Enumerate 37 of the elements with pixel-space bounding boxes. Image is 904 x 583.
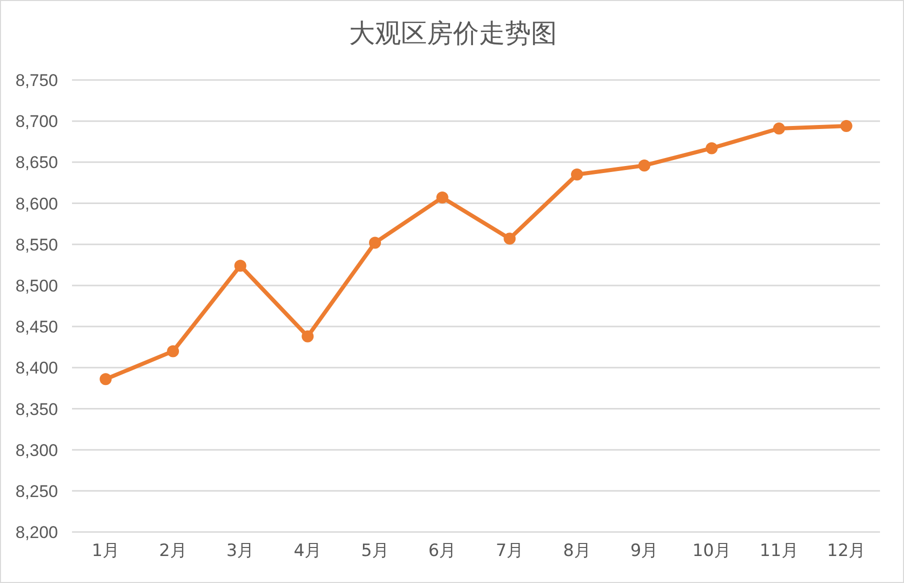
point (504, 232, 516, 245)
point (369, 236, 381, 249)
y-tick-label: 8,450 (15, 318, 58, 337)
x-tick-label: 10月 (692, 541, 731, 562)
point (638, 159, 650, 172)
y-tick-label: 8,750 (15, 71, 58, 90)
y-tick-label: 8,300 (15, 440, 58, 460)
point (706, 142, 718, 154)
point (840, 120, 852, 132)
x-tick-label: 6月 (428, 541, 456, 562)
y-tick-label: 8,500 (15, 276, 58, 296)
x-tick-label: 8月 (563, 541, 591, 562)
x-tick-label: 5月 (361, 541, 389, 562)
point (167, 345, 179, 358)
y-tick-label: 8,650 (15, 153, 58, 172)
x-tick-label: 1月 (92, 541, 120, 562)
x-tick-label: 12月 (827, 541, 866, 562)
x-tick-label: 2月 (159, 541, 187, 562)
x-tick-label: 9月 (630, 541, 658, 562)
y-tick-label: 8,400 (15, 358, 58, 378)
point (302, 330, 314, 342)
point (571, 168, 583, 181)
x-tick-label: 3月 (226, 541, 254, 562)
y-tick-label: 8,200 (15, 523, 58, 542)
point (773, 122, 785, 134)
point (100, 373, 112, 386)
chart-title: 大观区房价走势图 (348, 18, 558, 51)
x-tick-label: 7月 (496, 541, 524, 562)
x-tick-label: 4月 (294, 541, 322, 562)
x-tick-label: 11月 (760, 541, 798, 562)
point (436, 192, 448, 204)
y-tick-label: 8,250 (15, 482, 58, 501)
y-tick-label: 8,700 (15, 112, 58, 132)
y-tick-label: 8,550 (15, 235, 58, 254)
y-tick-label: 8,350 (15, 400, 58, 419)
y-tick-label: 8,600 (15, 194, 58, 214)
point (234, 260, 246, 272)
